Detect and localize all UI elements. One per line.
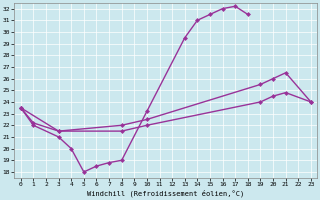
X-axis label: Windchill (Refroidissement éolien,°C): Windchill (Refroidissement éolien,°C)	[87, 190, 244, 197]
